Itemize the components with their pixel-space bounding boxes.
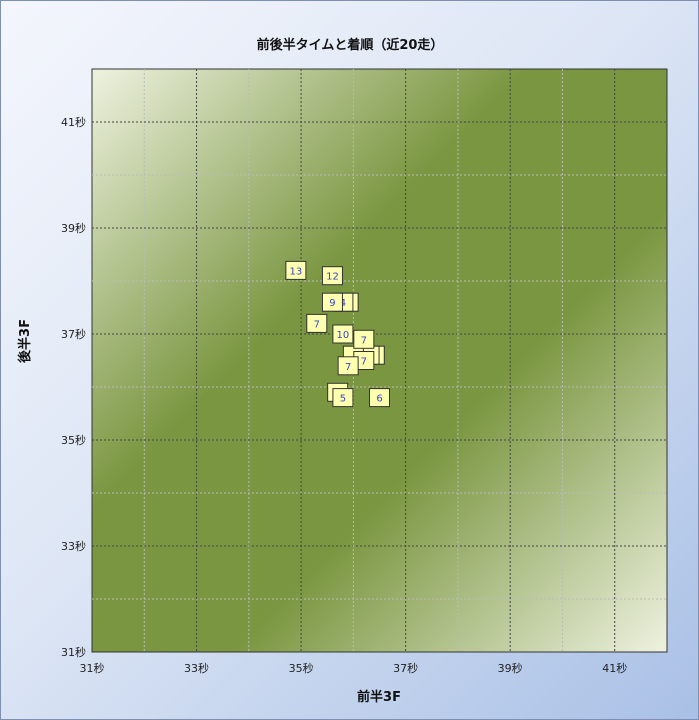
point-marker xyxy=(306,313,328,333)
x-tick-label: 33秒 xyxy=(184,661,209,675)
grid xyxy=(92,69,667,652)
y-tick-label: 33秒 xyxy=(61,539,86,553)
x-tick-label: 41秒 xyxy=(602,661,627,675)
point-label: 7 xyxy=(361,335,367,346)
x-tick-label: 31秒 xyxy=(80,661,105,675)
point-marker xyxy=(337,356,359,376)
data-point[interactable]: 12 xyxy=(321,266,343,286)
x-tick-label: 39秒 xyxy=(498,661,523,675)
y-tick-label: 31秒 xyxy=(61,645,86,659)
point-label: 6 xyxy=(376,394,382,405)
y-tick-label: 41秒 xyxy=(61,115,86,129)
data-point[interactable]: 7 xyxy=(306,313,328,333)
y-tick-label: 37秒 xyxy=(61,327,86,341)
data-point[interactable]: 7 xyxy=(353,329,375,349)
data-point[interactable]: 10 xyxy=(332,324,354,344)
point-label: 12 xyxy=(326,272,339,283)
point-label: 7 xyxy=(361,357,367,368)
point-label: 7 xyxy=(345,362,351,373)
data-point[interactable]: 6 xyxy=(369,388,390,408)
point-label: 9 xyxy=(329,298,335,309)
chart-title: 前後半タイムと着順（近20走） xyxy=(257,37,444,53)
data-point[interactable]: 5 xyxy=(332,388,354,408)
ticks: 31秒 33秒 35秒 37秒 39秒 41秒 31秒 33秒 35秒 37秒 39秒 41秒 xyxy=(61,115,627,675)
point-marker xyxy=(285,260,307,280)
point-marker xyxy=(369,388,390,408)
point-marker xyxy=(332,388,354,408)
point-label: 10 xyxy=(337,330,350,341)
x-tick-label: 35秒 xyxy=(289,661,314,675)
y-axis-label: 後半3F xyxy=(17,319,33,363)
y-tick-label: 35秒 xyxy=(61,433,86,447)
point-label: 5 xyxy=(340,394,346,405)
point-label: 13 xyxy=(289,266,302,277)
data-point[interactable]: 7 xyxy=(337,356,359,376)
x-tick-label: 37秒 xyxy=(393,661,418,675)
point-marker xyxy=(321,266,343,286)
point-marker xyxy=(321,292,343,312)
point-marker xyxy=(353,329,375,349)
points: 513124971077756 xyxy=(285,260,390,408)
point-label: 7 xyxy=(314,319,320,330)
x-axis-label: 前半3F xyxy=(357,689,401,705)
point-marker xyxy=(332,324,354,344)
data-point[interactable]: 9 xyxy=(321,292,343,312)
y-tick-label: 39秒 xyxy=(61,221,86,235)
data-point[interactable]: 13 xyxy=(285,260,307,280)
